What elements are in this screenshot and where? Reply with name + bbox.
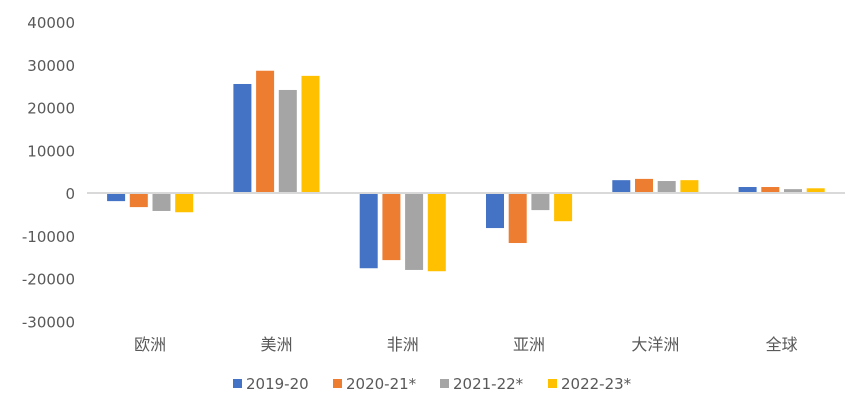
y-tick-label: -10000 <box>22 228 75 246</box>
bar <box>405 193 424 270</box>
bar <box>382 193 401 261</box>
bar <box>427 193 446 272</box>
x-tick-label: 美洲 <box>260 335 292 354</box>
x-tick-label: 亚洲 <box>513 335 545 354</box>
bar <box>359 193 378 269</box>
x-tick-label: 非洲 <box>387 335 419 354</box>
legend-label: 2022-23* <box>561 375 632 393</box>
y-tick-label: 20000 <box>27 100 75 118</box>
legend-swatch <box>440 379 449 388</box>
legend-label: 2020-21* <box>346 375 417 393</box>
bar <box>531 193 550 211</box>
bar <box>508 193 527 244</box>
bar <box>278 89 297 193</box>
bar <box>256 70 275 193</box>
y-tick-label: 0 <box>65 185 75 203</box>
y-tick-label: 10000 <box>27 142 75 160</box>
y-tick-label: 40000 <box>27 14 75 32</box>
bar <box>233 83 252 193</box>
bar <box>635 178 653 193</box>
bar <box>761 187 780 193</box>
bar <box>657 181 676 193</box>
bar <box>152 193 171 211</box>
legend-label: 2021-22* <box>453 375 524 393</box>
bar <box>680 180 699 193</box>
bar <box>129 193 148 208</box>
legend-swatch <box>233 379 242 388</box>
bar <box>486 193 504 229</box>
legend-swatch <box>333 379 342 388</box>
x-tick-label: 大洋洲 <box>631 335 679 354</box>
bar <box>738 187 757 193</box>
bar <box>175 193 194 213</box>
bar <box>107 193 126 202</box>
bar <box>301 75 320 193</box>
bar <box>806 188 825 193</box>
y-tick-label: -20000 <box>22 271 75 289</box>
x-tick-label: 全球 <box>766 335 798 354</box>
x-tick-label: 欧洲 <box>134 335 166 354</box>
bar <box>554 193 573 222</box>
y-tick-label: -30000 <box>22 313 75 331</box>
legend-label: 2019-20 <box>246 375 309 393</box>
bar <box>612 180 631 193</box>
y-tick-label: 30000 <box>27 57 75 75</box>
bar <box>784 189 802 193</box>
legend-swatch <box>548 379 557 388</box>
